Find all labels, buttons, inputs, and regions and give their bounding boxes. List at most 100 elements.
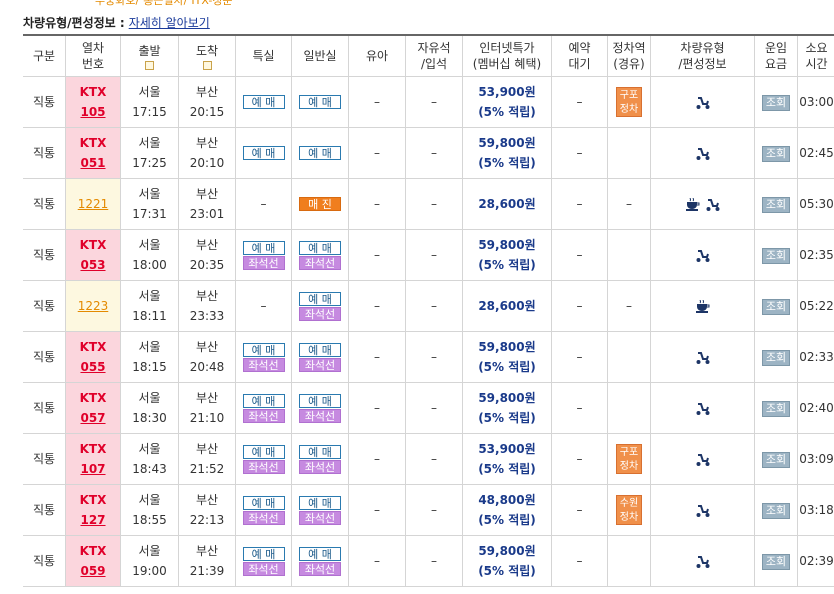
reserve-button[interactable]: 예 매 bbox=[242, 240, 285, 255]
vehicle-icon[interactable] bbox=[705, 197, 721, 211]
fare-button[interactable]: 조회 bbox=[762, 554, 790, 570]
departure-text: 서울 bbox=[138, 391, 161, 405]
train-no[interactable]: 057 bbox=[80, 411, 106, 425]
column-header: 특실 bbox=[235, 34, 292, 77]
seat-select-button[interactable]: 좌석선택 bbox=[299, 510, 341, 535]
fare-button[interactable]: 조회 bbox=[762, 248, 790, 264]
fare-button[interactable]: 조회 bbox=[762, 197, 790, 213]
vehicle-icon[interactable] bbox=[685, 197, 701, 211]
fare-button[interactable]: 조회 bbox=[762, 299, 790, 315]
reserve-button[interactable]: 예 매 bbox=[242, 342, 285, 357]
stop-badge: 구포 정차 bbox=[616, 443, 642, 474]
vehicle-icon[interactable] bbox=[695, 554, 711, 568]
seat-select-button[interactable]: 좌석선택 bbox=[242, 459, 285, 484]
train-no[interactable]: 107 bbox=[80, 462, 106, 476]
train-no[interactable]: 1223 bbox=[77, 299, 109, 313]
train-no[interactable]: 127 bbox=[80, 513, 106, 527]
fare-button[interactable]: 조회 bbox=[762, 503, 790, 519]
train-no[interactable]: 055 bbox=[80, 360, 106, 374]
column-header: 소요 시간 bbox=[797, 34, 834, 77]
column-header: 열차 번호 bbox=[65, 34, 121, 77]
vehicle-type bbox=[650, 382, 755, 434]
duration: 02:40 bbox=[797, 382, 834, 434]
seat-select-button[interactable]: 좌석선택 bbox=[242, 255, 285, 280]
train-no[interactable]: 059 bbox=[80, 564, 106, 578]
internet-price: 59,800원 (5% 적립) bbox=[462, 127, 552, 179]
vehicle-icon[interactable] bbox=[695, 452, 711, 466]
vehicle-icon[interactable] bbox=[695, 401, 711, 415]
reserve-button[interactable]: 예 매 bbox=[242, 95, 285, 109]
reserve-button[interactable]: 예 매 bbox=[299, 146, 341, 160]
vehicle-icon[interactable] bbox=[695, 503, 711, 517]
dash: – bbox=[260, 299, 267, 313]
reserve-button[interactable]: 예 매 bbox=[242, 495, 285, 510]
price-text: (5% 적립) bbox=[478, 462, 536, 476]
price-text: (5% 적립) bbox=[478, 411, 536, 425]
fare-button[interactable]: 조회 bbox=[762, 401, 790, 417]
infant: – bbox=[348, 280, 406, 332]
train-no[interactable]: 1221 bbox=[77, 197, 109, 211]
departure: 서울 17:31 bbox=[120, 178, 179, 230]
infant: – bbox=[348, 229, 406, 281]
sort-icon[interactable] bbox=[145, 60, 154, 70]
free-seat: – bbox=[405, 535, 463, 587]
departure-text: 서울 bbox=[138, 544, 161, 558]
info-link[interactable]: 자세히 알아보기 bbox=[128, 16, 210, 30]
reserve-button[interactable]: 예 매 bbox=[299, 240, 341, 255]
train-type-link[interactable]: 무궁화호/ bbox=[95, 0, 140, 7]
price-text: 59,800원 bbox=[478, 391, 536, 405]
general-seat: 예 매 bbox=[291, 127, 349, 179]
seat-select-button[interactable]: 좌석선택 bbox=[242, 510, 285, 535]
fare-button[interactable]: 조회 bbox=[762, 95, 790, 111]
vehicle-icon[interactable] bbox=[695, 350, 711, 364]
reserve-button[interactable]: 예 매 bbox=[299, 444, 341, 459]
seat-select-button[interactable]: 좌석선택 bbox=[299, 306, 341, 331]
route-type: 직통 bbox=[23, 280, 66, 332]
train-no[interactable]: 053 bbox=[80, 258, 106, 272]
departure-text: 서울 bbox=[138, 289, 161, 303]
seat-select-button[interactable]: 좌석선택 bbox=[242, 357, 285, 382]
reserve-button[interactable]: 예 매 bbox=[242, 444, 285, 459]
fare-button[interactable]: 조회 bbox=[762, 350, 790, 366]
train-no[interactable]: 051 bbox=[80, 156, 106, 170]
reserve-button[interactable]: 예 매 bbox=[299, 546, 341, 561]
vehicle-icon[interactable] bbox=[695, 146, 711, 160]
seat-select-button[interactable]: 좌석선택 bbox=[242, 561, 285, 586]
vehicle-icon[interactable] bbox=[695, 248, 711, 262]
reserve-button[interactable]: 예 매 bbox=[299, 495, 341, 510]
reserve-button[interactable]: 예 매 bbox=[299, 291, 341, 306]
vehicle-type bbox=[650, 331, 755, 383]
reserve-button[interactable]: 예 매 bbox=[299, 95, 341, 109]
infant: – bbox=[348, 433, 406, 485]
route-type-text: 직통 bbox=[32, 554, 56, 568]
vehicle-icon[interactable] bbox=[695, 95, 711, 109]
schedule-row: 직통 KTX 053 서울 18:00 부산 20:35 예 매 좌석선택 예 매 좌석선택 – –59… bbox=[23, 229, 834, 281]
fare: 조회 bbox=[754, 382, 798, 434]
reserve-button[interactable]: 예 매 bbox=[242, 546, 285, 561]
special-seat: 예 매 좌석선택 bbox=[235, 535, 292, 587]
seat-select-button[interactable]: 좌석선택 bbox=[299, 408, 341, 433]
reserve-button[interactable]: 예 매 bbox=[299, 342, 341, 357]
train-type-link[interactable]: ITX-청춘 bbox=[191, 0, 233, 7]
header-text: (경유) bbox=[613, 57, 645, 71]
seat-select-button[interactable]: 좌석선택 bbox=[299, 459, 341, 484]
train-no[interactable]: 105 bbox=[80, 105, 106, 119]
reserve-button[interactable]: 매 진 bbox=[299, 197, 341, 211]
reserve-button[interactable]: 예 매 bbox=[299, 393, 341, 408]
vehicle-icon[interactable] bbox=[695, 299, 711, 313]
seat-select-button[interactable]: 좌석선택 bbox=[299, 255, 341, 280]
reserve-button[interactable]: 예 매 bbox=[242, 393, 285, 408]
route-type-text: 직통 bbox=[32, 95, 56, 109]
seat-select-button[interactable]: 좌석선택 bbox=[299, 561, 341, 586]
seat-select-button[interactable]: 좌석선택 bbox=[242, 408, 285, 433]
arrival: 부산 21:39 bbox=[178, 535, 236, 587]
fare-button[interactable]: 조회 bbox=[762, 146, 790, 162]
vehicle-type bbox=[650, 535, 755, 587]
sort-icon[interactable] bbox=[202, 60, 212, 70]
train-type-link[interactable]: 통근열차/ bbox=[143, 0, 188, 7]
fare-button[interactable]: 조회 bbox=[762, 452, 790, 468]
arrival: 부산 20:35 bbox=[178, 229, 236, 281]
reserve-button[interactable]: 예 매 bbox=[242, 146, 285, 160]
price-text: (5% 적립) bbox=[478, 513, 536, 527]
seat-select-button[interactable]: 좌석선택 bbox=[299, 357, 341, 382]
